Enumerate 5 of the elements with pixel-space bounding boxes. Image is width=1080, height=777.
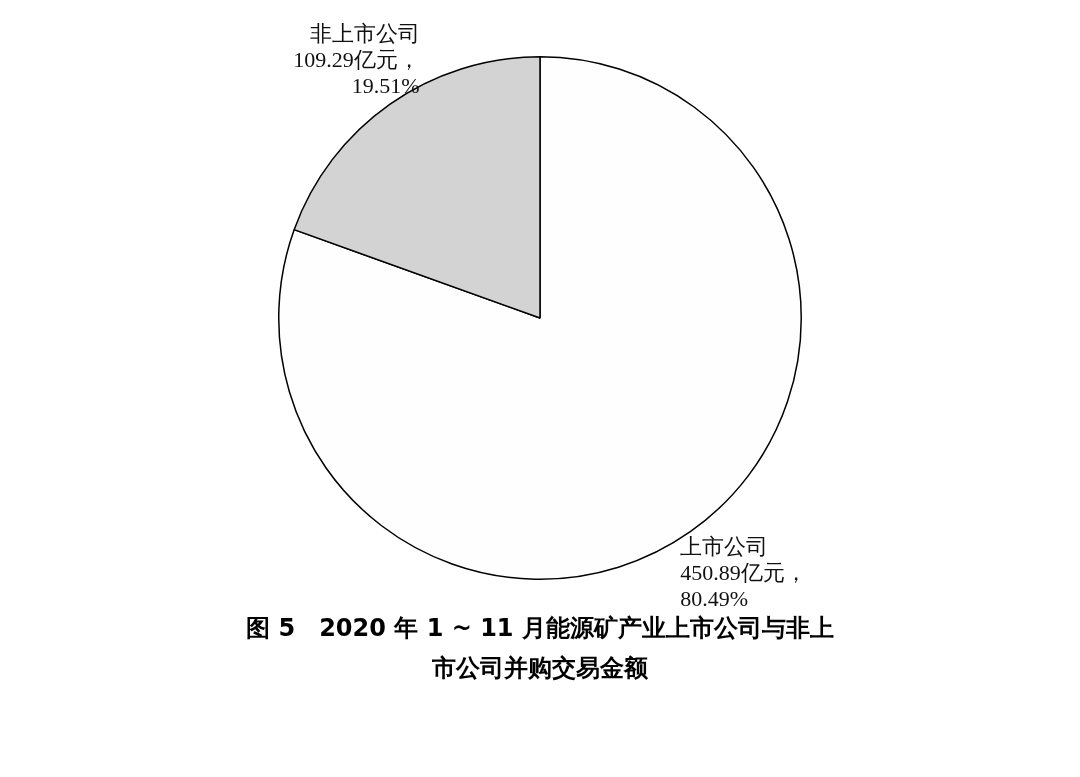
data-label: 109.29亿元， 19.51% (293, 47, 420, 99)
data-label: 450.89亿元， 80.49% (680, 560, 807, 612)
slice-label: 上市公司 (680, 534, 769, 560)
slice-label: 非上市公司 (309, 21, 420, 47)
text: 图 5 2020 年 1 ~ 11 月能源矿产业上市公司与非上市公司并购交易金额 (246, 614, 834, 682)
